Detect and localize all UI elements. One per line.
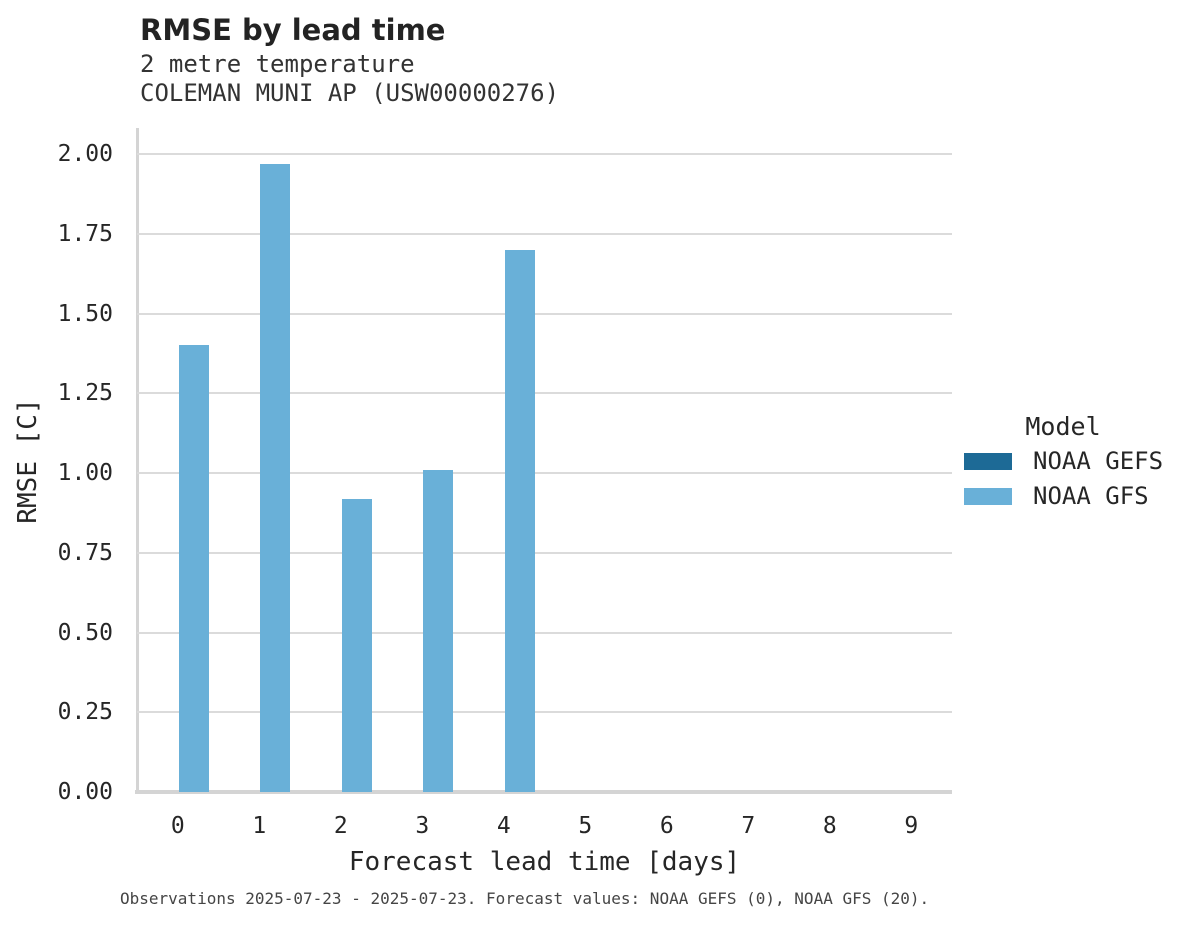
x-axis-line (135, 790, 952, 794)
gridline (137, 312, 952, 315)
bar-noaa-gfs-lead-2 (341, 498, 372, 792)
y-tick-1.50: 1.50 (57, 300, 113, 327)
legend-label-noaa-gfs: NOAA GFS (1033, 482, 1149, 510)
chart-subtitle-station: COLEMAN MUNI AP (USW00000276) (140, 79, 560, 107)
x-tick-9: 9 (904, 813, 919, 839)
x-axis-label: Forecast lead time [days] (348, 847, 741, 877)
y-tick-1.00: 1.00 (57, 460, 113, 486)
bar-noaa-gfs-lead-4 (504, 249, 535, 792)
bar-noaa-gfs-lead-3 (423, 469, 454, 792)
legend-entry-noaa-gefs: NOAA GEFS (963, 444, 1178, 479)
gridline (137, 631, 952, 634)
legend-swatch-noaa-gefs (964, 453, 1012, 470)
legend-entry-noaa-gfs: NOAA GFS (963, 479, 1178, 514)
x-tick-4: 4 (496, 813, 511, 839)
x-tick-8: 8 (822, 813, 837, 839)
y-tick-0.00: 0.00 (57, 779, 113, 805)
gridline (137, 232, 952, 235)
plot-area (135, 128, 952, 794)
x-axis-tick-labels: 0 1 2 3 4 5 6 7 8 9 (137, 811, 952, 841)
gridline (137, 472, 952, 474)
x-tick-7: 7 (741, 813, 756, 839)
y-tick-0.50: 0.50 (57, 619, 113, 646)
x-tick-0: 0 (170, 813, 185, 839)
bar-noaa-gfs-lead-1 (260, 163, 291, 792)
x-tick-6: 6 (659, 813, 674, 839)
y-tick-1.25: 1.25 (57, 380, 113, 407)
gridline (137, 153, 952, 155)
y-tick-1.75: 1.75 (57, 220, 113, 247)
y-axis-spine (136, 128, 139, 792)
legend-label-noaa-gefs: NOAA GEFS (1033, 447, 1164, 475)
legend-entries: NOAA GEFS NOAA GFS (963, 444, 1178, 514)
y-axis-tick-labels: 0.00 0.25 0.50 0.75 1.00 1.25 1.50 1.75 2.00 (0, 128, 113, 805)
bar-noaa-gfs-lead-0 (178, 345, 209, 792)
gridline (137, 711, 952, 714)
chart-subtitle-variable: 2 metre temperature (140, 50, 415, 78)
x-tick-3: 3 (415, 813, 430, 839)
y-tick-2.00: 2.00 (57, 141, 113, 167)
legend: Model NOAA GEFS NOAA GFS (963, 412, 1178, 514)
gridline (137, 551, 952, 554)
y-tick-0.75: 0.75 (57, 539, 113, 566)
x-tick-5: 5 (578, 813, 593, 839)
figure-caption: Observations 2025-07-23 - 2025-07-23. Fo… (120, 889, 930, 908)
x-tick-1: 1 (252, 813, 267, 839)
legend-title: Model (1025, 412, 1101, 441)
legend-swatch-noaa-gfs (964, 488, 1012, 505)
x-tick-2: 2 (333, 813, 348, 839)
gridline (137, 392, 952, 395)
y-tick-0.25: 0.25 (57, 699, 113, 726)
chart-title: RMSE by lead time (140, 13, 446, 47)
